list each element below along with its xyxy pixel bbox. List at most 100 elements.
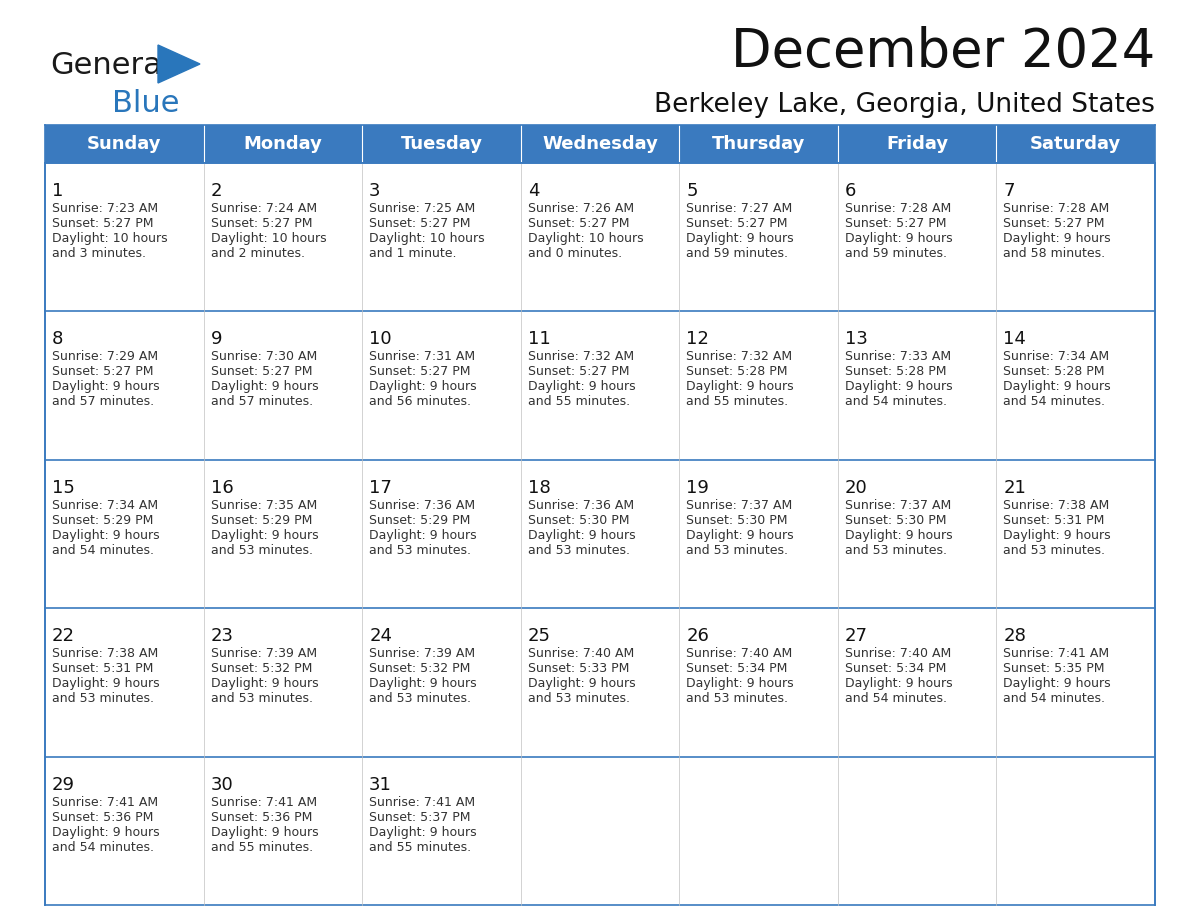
Text: 31: 31 bbox=[369, 776, 392, 793]
Text: Sunrise: 7:37 AM: Sunrise: 7:37 AM bbox=[687, 498, 792, 512]
Text: 18: 18 bbox=[527, 479, 550, 497]
Text: Daylight: 9 hours: Daylight: 9 hours bbox=[687, 677, 794, 690]
Bar bbox=[45, 756, 203, 905]
Text: Sunset: 5:35 PM: Sunset: 5:35 PM bbox=[1004, 662, 1105, 676]
Text: Sunrise: 7:35 AM: Sunrise: 7:35 AM bbox=[210, 498, 317, 512]
Text: 11: 11 bbox=[527, 330, 550, 349]
Text: Daylight: 10 hours: Daylight: 10 hours bbox=[527, 232, 644, 245]
Text: Sunset: 5:33 PM: Sunset: 5:33 PM bbox=[527, 662, 630, 676]
Text: Tuesday: Tuesday bbox=[400, 135, 482, 153]
Bar bbox=[838, 756, 997, 905]
Text: and 53 minutes.: and 53 minutes. bbox=[527, 692, 630, 705]
Bar bbox=[520, 460, 680, 609]
Bar bbox=[203, 460, 362, 609]
Text: Sunset: 5:27 PM: Sunset: 5:27 PM bbox=[210, 365, 312, 378]
Text: Sunrise: 7:28 AM: Sunrise: 7:28 AM bbox=[845, 202, 952, 215]
Bar bbox=[838, 609, 997, 756]
Text: 27: 27 bbox=[845, 627, 868, 645]
Text: 22: 22 bbox=[52, 627, 75, 645]
Text: Sunset: 5:34 PM: Sunset: 5:34 PM bbox=[687, 662, 788, 676]
Text: Daylight: 9 hours: Daylight: 9 hours bbox=[52, 529, 159, 542]
Bar bbox=[520, 311, 680, 460]
Text: Sunrise: 7:25 AM: Sunrise: 7:25 AM bbox=[369, 202, 475, 215]
Text: Sunrise: 7:36 AM: Sunrise: 7:36 AM bbox=[369, 498, 475, 512]
Text: Daylight: 9 hours: Daylight: 9 hours bbox=[527, 677, 636, 690]
Text: and 55 minutes.: and 55 minutes. bbox=[210, 841, 312, 854]
Bar bbox=[838, 163, 997, 311]
Text: 19: 19 bbox=[687, 479, 709, 497]
Text: Sunrise: 7:41 AM: Sunrise: 7:41 AM bbox=[52, 796, 158, 809]
Text: and 2 minutes.: and 2 minutes. bbox=[210, 247, 304, 260]
Text: Daylight: 10 hours: Daylight: 10 hours bbox=[369, 232, 485, 245]
Text: and 54 minutes.: and 54 minutes. bbox=[1004, 692, 1105, 705]
Text: 17: 17 bbox=[369, 479, 392, 497]
Text: Sunrise: 7:32 AM: Sunrise: 7:32 AM bbox=[527, 351, 634, 364]
Text: and 53 minutes.: and 53 minutes. bbox=[210, 543, 312, 557]
Bar bbox=[45, 163, 203, 311]
Text: Daylight: 10 hours: Daylight: 10 hours bbox=[210, 232, 327, 245]
Text: Daylight: 9 hours: Daylight: 9 hours bbox=[1004, 677, 1111, 690]
Text: 14: 14 bbox=[1004, 330, 1026, 349]
Text: 25: 25 bbox=[527, 627, 551, 645]
Text: Daylight: 9 hours: Daylight: 9 hours bbox=[845, 677, 953, 690]
Text: and 53 minutes.: and 53 minutes. bbox=[369, 543, 472, 557]
Text: Sunrise: 7:26 AM: Sunrise: 7:26 AM bbox=[527, 202, 634, 215]
Text: and 0 minutes.: and 0 minutes. bbox=[527, 247, 621, 260]
Text: Sunset: 5:29 PM: Sunset: 5:29 PM bbox=[210, 514, 312, 527]
Text: and 59 minutes.: and 59 minutes. bbox=[687, 247, 789, 260]
Text: Sunrise: 7:24 AM: Sunrise: 7:24 AM bbox=[210, 202, 317, 215]
Bar bbox=[45, 311, 203, 460]
Text: Sunset: 5:27 PM: Sunset: 5:27 PM bbox=[52, 217, 153, 230]
Bar bbox=[997, 311, 1155, 460]
Text: Sunset: 5:34 PM: Sunset: 5:34 PM bbox=[845, 662, 946, 676]
Bar bbox=[680, 756, 838, 905]
Text: Daylight: 9 hours: Daylight: 9 hours bbox=[369, 825, 476, 839]
Bar bbox=[838, 125, 997, 163]
Text: Berkeley Lake, Georgia, United States: Berkeley Lake, Georgia, United States bbox=[655, 92, 1155, 118]
Text: Daylight: 9 hours: Daylight: 9 hours bbox=[1004, 380, 1111, 394]
Text: 28: 28 bbox=[1004, 627, 1026, 645]
Text: Sunset: 5:27 PM: Sunset: 5:27 PM bbox=[687, 217, 788, 230]
Text: and 53 minutes.: and 53 minutes. bbox=[687, 543, 789, 557]
Text: Thursday: Thursday bbox=[712, 135, 805, 153]
Bar bbox=[45, 609, 203, 756]
Text: Sunset: 5:28 PM: Sunset: 5:28 PM bbox=[845, 365, 947, 378]
Bar bbox=[997, 756, 1155, 905]
Text: 1: 1 bbox=[52, 182, 63, 200]
Text: Daylight: 9 hours: Daylight: 9 hours bbox=[210, 825, 318, 839]
Text: Sunrise: 7:31 AM: Sunrise: 7:31 AM bbox=[369, 351, 475, 364]
Text: Daylight: 9 hours: Daylight: 9 hours bbox=[1004, 529, 1111, 542]
Text: Sunset: 5:27 PM: Sunset: 5:27 PM bbox=[527, 217, 630, 230]
Bar bbox=[203, 756, 362, 905]
Text: Daylight: 9 hours: Daylight: 9 hours bbox=[687, 529, 794, 542]
Text: 4: 4 bbox=[527, 182, 539, 200]
Text: and 53 minutes.: and 53 minutes. bbox=[845, 543, 947, 557]
Text: Sunrise: 7:40 AM: Sunrise: 7:40 AM bbox=[845, 647, 952, 660]
Bar bbox=[362, 609, 520, 756]
Text: and 54 minutes.: and 54 minutes. bbox=[845, 692, 947, 705]
Text: 21: 21 bbox=[1004, 479, 1026, 497]
Text: Saturday: Saturday bbox=[1030, 135, 1121, 153]
Text: Sunrise: 7:38 AM: Sunrise: 7:38 AM bbox=[52, 647, 158, 660]
Bar bbox=[45, 460, 203, 609]
Text: 16: 16 bbox=[210, 479, 233, 497]
Text: Sunset: 5:36 PM: Sunset: 5:36 PM bbox=[52, 811, 153, 823]
Bar bbox=[520, 163, 680, 311]
Text: and 53 minutes.: and 53 minutes. bbox=[687, 692, 789, 705]
Bar bbox=[203, 125, 362, 163]
Bar bbox=[838, 460, 997, 609]
Text: Sunrise: 7:36 AM: Sunrise: 7:36 AM bbox=[527, 498, 634, 512]
Polygon shape bbox=[158, 45, 200, 83]
Text: and 55 minutes.: and 55 minutes. bbox=[369, 841, 472, 854]
Text: 24: 24 bbox=[369, 627, 392, 645]
Text: Sunset: 5:27 PM: Sunset: 5:27 PM bbox=[1004, 217, 1105, 230]
Text: and 57 minutes.: and 57 minutes. bbox=[52, 396, 154, 409]
Text: 5: 5 bbox=[687, 182, 697, 200]
Text: Wednesday: Wednesday bbox=[542, 135, 658, 153]
Text: December 2024: December 2024 bbox=[731, 26, 1155, 78]
Text: Daylight: 9 hours: Daylight: 9 hours bbox=[369, 677, 476, 690]
Text: and 1 minute.: and 1 minute. bbox=[369, 247, 456, 260]
Text: 3: 3 bbox=[369, 182, 380, 200]
Text: Sunset: 5:31 PM: Sunset: 5:31 PM bbox=[52, 662, 153, 676]
Bar bbox=[203, 311, 362, 460]
